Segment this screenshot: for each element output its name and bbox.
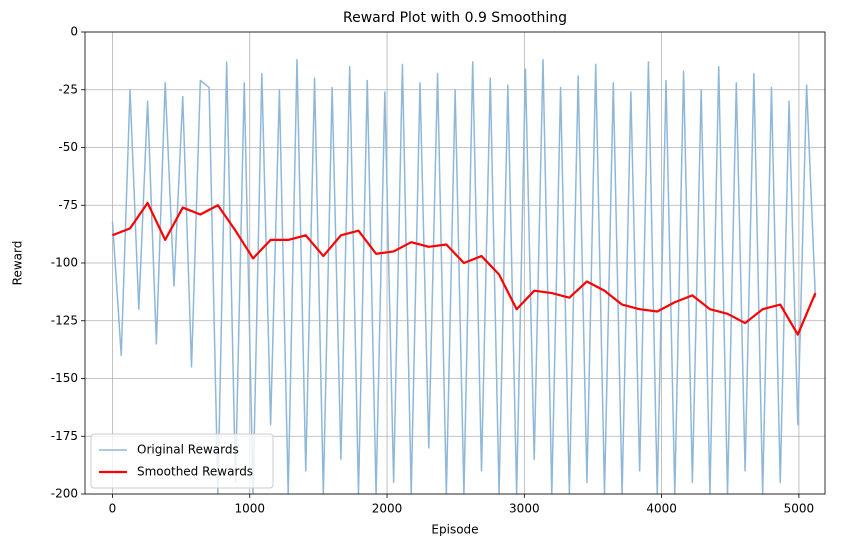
y-axis-label: Reward: [11, 241, 25, 286]
x-axis-label: Episode: [431, 523, 478, 537]
y-tick-label: -175: [51, 429, 78, 443]
x-tick-label: 4000: [646, 502, 677, 516]
data-line: [111, 58, 817, 494]
y-tick-label: -75: [58, 198, 78, 212]
x-tick-label: 2000: [372, 502, 403, 516]
y-tick-label: -150: [51, 371, 78, 385]
y-tick-label: -25: [58, 82, 78, 96]
x-tick-label: 0: [109, 502, 117, 516]
y-tick-label: -200: [51, 487, 78, 501]
data-line: [112, 201, 817, 336]
x-tick-label: 1000: [234, 502, 265, 516]
x-tick-label: 3000: [509, 502, 540, 516]
legend-label: Smoothed Rewards: [137, 465, 253, 479]
y-tick-label: -100: [51, 256, 78, 270]
y-tick-label: -50: [58, 140, 78, 154]
plot-area: [111, 58, 817, 494]
x-tick-label: 5000: [784, 502, 815, 516]
legend-label: Original Rewards: [137, 443, 239, 457]
y-tick-label: 0: [70, 25, 78, 39]
y-tick-label: -125: [51, 313, 78, 327]
legend: Original Rewards Smoothed Rewards: [90, 433, 274, 489]
chart-title: Reward Plot with 0.9 Smoothing: [343, 10, 567, 26]
legend-box: [90, 433, 274, 489]
